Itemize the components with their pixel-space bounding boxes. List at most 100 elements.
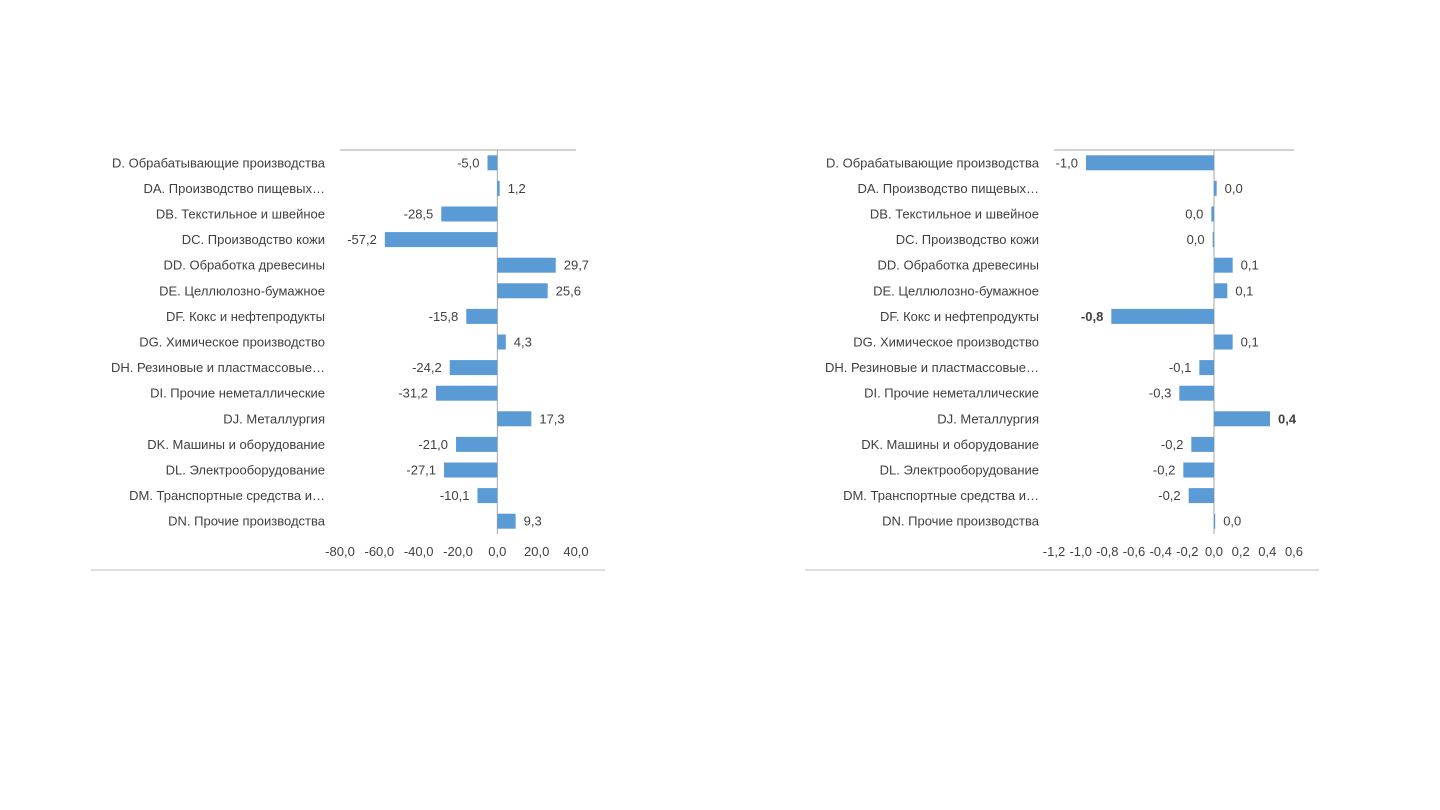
value-label: -0,1 [1169,360,1191,375]
category-label: DH. Резиновые и пластмассовые… [825,360,1039,375]
tick-label: -60,0 [365,544,395,559]
category-label: DB. Текстильное и швейное [156,207,325,222]
bar [384,232,498,248]
value-label: -15,8 [429,309,459,324]
bar [477,488,498,504]
tick-label: -0,6 [1123,544,1145,559]
value-label: 0,1 [1241,258,1259,273]
bar [444,462,498,478]
bar [497,180,500,196]
category-label: DN. Прочие производства [168,514,326,529]
category-label: DC. Производство кожи [182,232,325,247]
tick-label: -0,8 [1096,544,1118,559]
bar [1211,206,1214,222]
category-label: DJ. Металлургия [223,411,325,426]
category-label: DE. Целлюлозно-бумажное [159,283,325,298]
category-label: D. Обрабатывающие производства [826,155,1040,170]
value-label: 0,1 [1235,283,1253,298]
category-label: DK. Машины и оборудование [147,437,325,452]
bar [435,385,498,401]
bar [497,513,516,529]
tick-label: -0,2 [1176,544,1198,559]
bar [1214,411,1270,427]
bar [1214,283,1228,299]
value-label: 0,1 [1241,335,1259,350]
bar [441,206,498,222]
bar [466,308,498,324]
value-label: -0,2 [1161,437,1183,452]
category-label: DM. Транспортные средства и… [843,488,1039,503]
category-label: DF. Кокс и нефтепродукты [166,309,325,324]
value-label: 0,0 [1223,514,1241,529]
chart-left: D. Обрабатывающие производства -5,0 DA. Пр… [91,149,605,571]
value-label: -21,0 [418,437,448,452]
tick-label: -40,0 [404,544,434,559]
bar [497,283,548,299]
bar [497,411,532,427]
bar [1199,360,1214,376]
value-label: -28,5 [404,207,434,222]
bar [1086,155,1214,171]
category-label: DI. Прочие неметаллические [150,386,325,401]
category-label: DI. Прочие неметаллические [864,386,1039,401]
category-label: DD. Обработка древесины [878,258,1040,273]
category-label: DL. Электрооборудование [880,463,1039,478]
bar [487,155,498,171]
value-label: -24,2 [412,360,442,375]
value-label: -57,2 [347,232,377,247]
category-label: DA. Производство пищевых… [858,181,1040,196]
chart-right: D. Обрабатывающие производства -1,0 DA. Пр… [805,149,1319,571]
value-label: -0,3 [1149,386,1171,401]
bar [1111,308,1214,324]
category-label: DG. Химическое производство [139,335,325,350]
bar [1212,232,1214,248]
tick-label: 40,0 [563,544,588,559]
value-label: 4,3 [514,335,532,350]
value-label: 17,3 [539,411,564,426]
category-label: DM. Транспортные средства и… [129,488,325,503]
tick-label: 0,0 [488,544,506,559]
value-label: -5,0 [457,155,479,170]
bar [1179,385,1214,401]
bar [1214,257,1233,273]
category-label: D. Обрабатывающие производства [112,155,326,170]
bar [1214,334,1233,350]
value-label: -27,1 [406,463,436,478]
value-label: 0,4 [1278,411,1297,426]
tick-label: 0,4 [1258,544,1276,559]
tick-label: 0,6 [1285,544,1303,559]
bar [1214,513,1216,529]
value-label: 25,6 [556,283,581,298]
bar [497,257,556,273]
category-label: DJ. Металлургия [937,411,1039,426]
tick-label: 20,0 [524,544,549,559]
value-label: -1,0 [1056,155,1078,170]
bar [497,334,506,350]
category-label: DE. Целлюлозно-бумажное [873,283,1039,298]
value-label: -31,2 [398,386,428,401]
tick-label: 0,0 [1205,544,1223,559]
tick-label: -20,0 [443,544,473,559]
category-label: DK. Машины и оборудование [861,437,1039,452]
category-label: DL. Электрооборудование [166,463,325,478]
category-label: DA. Производство пищевых… [144,181,326,196]
category-label: DN. Прочие производства [882,514,1040,529]
value-label: -0,2 [1153,463,1175,478]
bar [1183,462,1214,478]
category-label: DG. Химическое производство [853,335,1039,350]
tick-label: -0,4 [1149,544,1171,559]
value-label: 1,2 [508,181,526,196]
category-label: DH. Резиновые и пластмассовые… [111,360,325,375]
value-label: 29,7 [564,258,589,273]
value-label: -0,2 [1158,488,1180,503]
tick-label: -80,0 [325,544,355,559]
bar [1188,488,1214,504]
bar [1191,436,1214,452]
value-label: -10,1 [440,488,470,503]
category-label: DD. Обработка древесины [164,258,326,273]
bar [449,360,498,376]
bar [456,436,498,452]
value-label: 0,0 [1185,207,1203,222]
category-label: DF. Кокс и нефтепродукты [880,309,1039,324]
